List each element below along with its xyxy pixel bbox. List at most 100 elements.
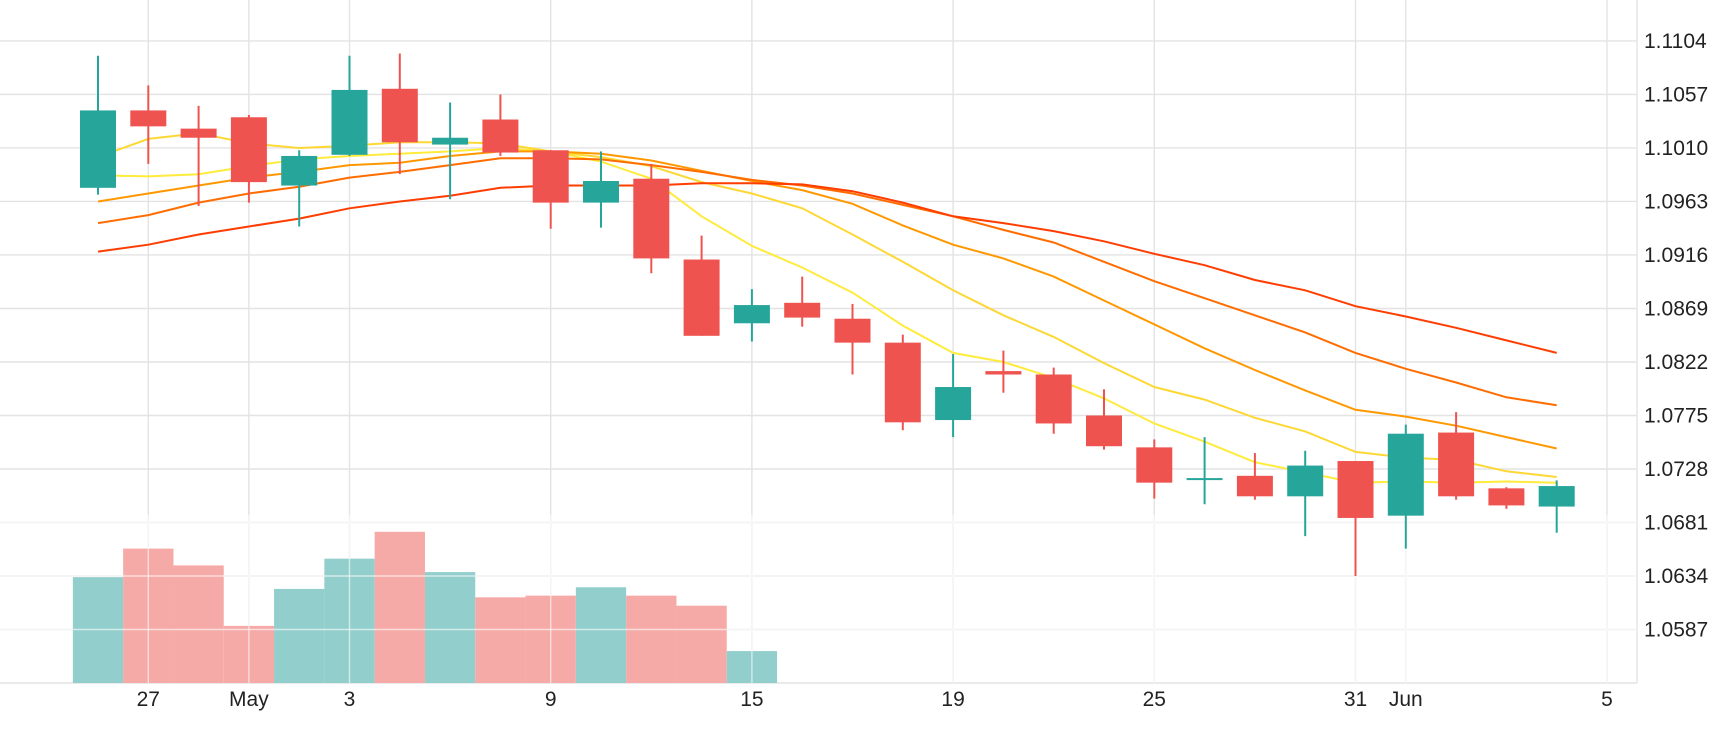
candle-body [331,89,368,155]
candle-body [1538,486,1575,507]
candle-body [985,371,1022,375]
x-tick-label: 19 [941,688,964,711]
candle [784,276,821,327]
candle [331,55,368,156]
y-tick-label: 1.0634 [1644,565,1709,588]
candle-body [482,119,519,153]
candle [1538,480,1575,533]
candle-body [1186,478,1223,481]
candle-body [1236,475,1273,497]
y-axis: 1.1104 1.1057 1.1010 1.0963 1.0916 1.0869 1.08… [1644,30,1709,642]
candle [130,85,167,164]
x-tick-label: 25 [1143,688,1166,711]
candle [532,150,569,229]
candle-body [1337,461,1374,518]
candle [583,151,619,228]
volume-bar [475,597,526,683]
x-tick-label: 9 [545,688,557,711]
candle-body [884,342,921,423]
volume-bar [274,588,325,683]
candle [180,105,217,207]
y-tick-label: 1.0728 [1644,458,1708,481]
y-tick-label: 1.1104 [1644,30,1707,53]
candle [1287,450,1324,537]
x-tick-label: 5 [1601,688,1613,711]
candle [1387,424,1424,549]
candle [935,354,972,438]
candle [381,53,418,175]
candle-body [281,155,318,186]
candle-body [1035,374,1072,424]
candle [733,289,770,342]
candle [1136,439,1173,499]
y-tick-label: 1.0869 [1644,297,1708,320]
volume-bar [173,565,224,683]
candle [1236,453,1273,500]
x-tick-label: 27 [137,688,160,711]
candle-body [583,180,619,203]
candle-body [1488,488,1525,506]
y-tick-label: 1.0822 [1644,351,1708,374]
grid [0,0,1638,684]
candle [683,235,720,336]
volume-bar [374,531,425,683]
candle-body [733,305,770,324]
candle-body [784,302,821,318]
x-tick-label: Jun [1389,688,1423,711]
candle [1086,389,1122,450]
candle-body [683,259,720,336]
candle-body [1438,432,1475,497]
y-tick-label: 1.1057 [1644,83,1708,106]
candle-body [532,150,569,203]
volume-bar [424,572,476,683]
candle [80,55,116,195]
candle [432,102,469,200]
x-tick-label: May [229,688,269,711]
candle-body [230,117,267,183]
volume-bar [575,587,627,683]
y-tick-label: 1.1010 [1644,137,1708,160]
candle-body [633,178,670,259]
candle-body [1287,465,1324,497]
x-tick-label: 31 [1344,688,1367,711]
candle [633,163,670,274]
candle [281,150,318,227]
y-tick-label: 1.0681 [1644,511,1708,534]
candles [80,53,1575,576]
candle-body [1136,447,1173,483]
candle-body [1086,415,1122,447]
candle [1488,487,1525,509]
candle [834,303,871,375]
moving-average-line-3 [97,150,1557,450]
candle-body [432,137,469,145]
y-tick-label: 1.0587 [1644,618,1708,641]
candle-body [834,318,871,343]
moving-average-line-1 [97,146,1557,484]
volume-bar [676,605,727,683]
y-tick-label: 1.0916 [1644,244,1708,267]
candle-body [935,387,972,421]
candle-body [381,88,418,143]
candle [1438,412,1475,500]
candle [230,114,267,203]
candle [1337,461,1374,576]
candle [884,334,921,431]
x-tick-label: 3 [344,688,356,711]
candle [482,94,519,156]
moving-average-line-4 [97,157,1557,407]
candle [1035,367,1072,434]
y-tick-label: 1.0963 [1644,190,1708,213]
candle-body [80,110,116,188]
candle-body [180,128,217,138]
candle-body [1387,433,1424,516]
y-tick-label: 1.0775 [1644,404,1708,427]
volume-bar [626,595,677,683]
volume-bars [0,515,1637,683]
candle [985,350,1022,393]
moving-average-line-5 [97,182,1557,354]
candle-body [130,110,167,127]
x-axis: 27 May 3 9 15 19 25 31 Jun 5 [137,688,1613,711]
x-tick-label: 15 [740,688,763,711]
